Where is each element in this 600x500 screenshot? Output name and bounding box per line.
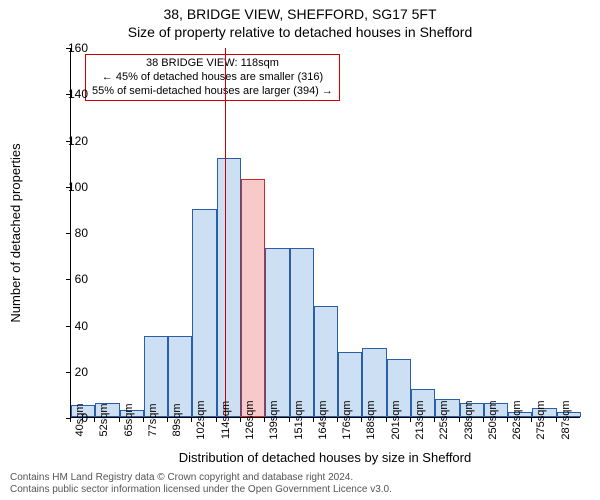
y-tick-mark bbox=[66, 48, 70, 49]
histogram-bar bbox=[265, 248, 289, 417]
x-tick-label: 126sqm bbox=[244, 400, 256, 439]
y-axis-label: Number of detached properties bbox=[8, 48, 28, 418]
chart-title-line1: 38, BRIDGE VIEW, SHEFFORD, SG17 5FT bbox=[0, 6, 600, 22]
x-tick-label: 225sqm bbox=[438, 400, 450, 439]
x-tick-mark bbox=[167, 418, 168, 422]
x-tick-label: 102sqm bbox=[195, 400, 207, 439]
x-tick-label: 52sqm bbox=[98, 403, 110, 436]
chart-container: { "title": { "line1": "38, BRIDGE VIEW, … bbox=[0, 0, 600, 500]
chart-title-line2: Size of property relative to detached ho… bbox=[0, 24, 600, 40]
x-tick-mark bbox=[119, 418, 120, 422]
x-tick-label: 40sqm bbox=[74, 403, 86, 436]
x-tick-mark bbox=[143, 418, 144, 422]
x-tick-label: 262sqm bbox=[511, 400, 523, 439]
x-tick-mark bbox=[94, 418, 95, 422]
annotation-line2: ← 45% of detached houses are smaller (31… bbox=[92, 71, 333, 85]
y-tick-mark bbox=[66, 233, 70, 234]
x-tick-mark bbox=[459, 418, 460, 422]
histogram-bar bbox=[217, 158, 241, 417]
x-tick-mark bbox=[410, 418, 411, 422]
x-tick-mark bbox=[240, 418, 241, 422]
x-tick-label: 213sqm bbox=[414, 400, 426, 439]
x-tick-label: 176sqm bbox=[341, 400, 353, 439]
x-tick-mark bbox=[507, 418, 508, 422]
x-tick-label: 250sqm bbox=[487, 400, 499, 439]
x-tick-mark bbox=[337, 418, 338, 422]
x-tick-mark bbox=[386, 418, 387, 422]
x-tick-label: 164sqm bbox=[317, 400, 329, 439]
x-tick-mark bbox=[361, 418, 362, 422]
annotation-line3: 55% of semi-detached houses are larger (… bbox=[92, 85, 333, 99]
x-tick-mark bbox=[289, 418, 290, 422]
x-tick-mark bbox=[556, 418, 557, 422]
footer-attribution: Contains HM Land Registry data © Crown c… bbox=[10, 472, 392, 496]
y-tick-mark bbox=[66, 372, 70, 373]
plot-area: 38 BRIDGE VIEW: 118sqm ← 45% of detached… bbox=[70, 48, 580, 418]
y-tick-mark bbox=[66, 94, 70, 95]
footer-line1: Contains HM Land Registry data © Crown c… bbox=[10, 472, 392, 484]
x-tick-mark bbox=[483, 418, 484, 422]
y-tick-mark bbox=[66, 187, 70, 188]
annotation-box: 38 BRIDGE VIEW: 118sqm ← 45% of detached… bbox=[85, 54, 340, 101]
y-tick-mark bbox=[66, 326, 70, 327]
x-tick-label: 151sqm bbox=[293, 400, 305, 439]
x-tick-mark bbox=[313, 418, 314, 422]
x-tick-mark bbox=[531, 418, 532, 422]
x-tick-label: 238sqm bbox=[463, 400, 475, 439]
histogram-bar bbox=[241, 179, 265, 417]
x-tick-mark bbox=[434, 418, 435, 422]
x-tick-label: 77sqm bbox=[147, 403, 159, 436]
y-tick-mark bbox=[66, 279, 70, 280]
x-tick-label: 89sqm bbox=[171, 403, 183, 436]
x-tick-mark bbox=[216, 418, 217, 422]
marker-line bbox=[225, 48, 226, 417]
x-tick-label: 114sqm bbox=[220, 401, 232, 439]
histogram-bar bbox=[290, 248, 314, 417]
x-tick-label: 201sqm bbox=[390, 400, 402, 439]
histogram-bar bbox=[192, 209, 216, 417]
x-axis-title: Distribution of detached houses by size … bbox=[70, 450, 580, 465]
annotation-line1: 38 BRIDGE VIEW: 118sqm bbox=[92, 57, 333, 71]
footer-line2: Contains public sector information licen… bbox=[10, 484, 392, 496]
x-tick-label: 275sqm bbox=[535, 400, 547, 439]
x-tick-label: 65sqm bbox=[123, 403, 135, 436]
x-tick-mark bbox=[264, 418, 265, 422]
x-tick-mark bbox=[191, 418, 192, 422]
x-tick-label: 139sqm bbox=[268, 400, 280, 439]
x-tick-label: 287sqm bbox=[560, 400, 572, 439]
x-tick-mark bbox=[70, 418, 71, 422]
x-tick-label: 188sqm bbox=[365, 400, 377, 439]
y-tick-mark bbox=[66, 141, 70, 142]
